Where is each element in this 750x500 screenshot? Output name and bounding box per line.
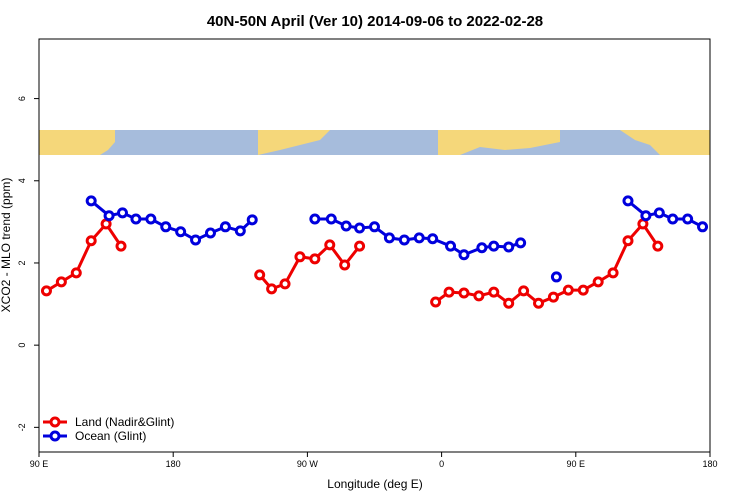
- x-tick-label: 180: [166, 459, 181, 469]
- x-tick-label: 180: [702, 459, 717, 469]
- data-point: [130, 213, 142, 225]
- data-point: [246, 214, 258, 226]
- data-point: [234, 225, 246, 237]
- map-strip: [39, 130, 710, 155]
- data-point: [592, 276, 604, 288]
- legend-label: Ocean (Glint): [75, 429, 146, 443]
- data-point: [309, 253, 321, 265]
- data-point: [533, 297, 545, 309]
- legend-label: Land (Nadir&Glint): [75, 415, 174, 429]
- data-point: [443, 286, 455, 298]
- data-point: [640, 210, 652, 222]
- data-point: [547, 291, 559, 303]
- x-axis-label: Longitude (deg E): [327, 477, 422, 491]
- data-point: [398, 234, 410, 246]
- data-point: [40, 285, 52, 297]
- data-point: [266, 283, 278, 295]
- data-point: [117, 207, 129, 219]
- data-point: [254, 269, 266, 281]
- data-point: [503, 297, 515, 309]
- data-point: [607, 267, 619, 279]
- data-point: [325, 213, 337, 225]
- data-point: [70, 267, 82, 279]
- data-point: [115, 240, 127, 252]
- data-point: [488, 240, 500, 252]
- data-point: [518, 285, 530, 297]
- data-point: [309, 213, 321, 225]
- data-point: [653, 207, 665, 219]
- y-axis-label: XCO2 - MLO trend (ppm): [0, 178, 13, 313]
- y-tick-label: 2: [17, 260, 27, 265]
- x-tick-label: 0: [439, 459, 444, 469]
- data-point: [473, 290, 485, 302]
- data-point: [85, 235, 97, 247]
- data-point: [476, 242, 488, 254]
- data-point: [577, 284, 589, 296]
- data-point: [445, 240, 457, 252]
- y-tick-label: -2: [17, 423, 27, 431]
- data-point: [294, 251, 306, 263]
- data-point: [458, 287, 470, 299]
- data-point: [458, 249, 470, 261]
- data-point: [667, 213, 679, 225]
- data-point: [369, 221, 380, 233]
- plot-frame: [38, 38, 711, 453]
- data-point: [340, 220, 352, 232]
- data-point: [562, 284, 574, 296]
- data-point: [354, 222, 366, 234]
- data-point: [682, 213, 694, 225]
- data-point: [697, 221, 709, 233]
- data-point: [175, 226, 187, 238]
- data-point: [427, 233, 439, 245]
- data-point: [103, 210, 115, 222]
- data-point: [190, 234, 202, 246]
- data-point: [383, 232, 395, 244]
- map-ocean: [39, 130, 710, 155]
- data-point: [652, 240, 664, 252]
- data-point: [55, 276, 67, 288]
- map-land: [39, 130, 710, 155]
- y-tick-label: 6: [17, 96, 27, 101]
- data-point: [160, 221, 172, 233]
- y-tick-label: 0: [17, 343, 27, 348]
- data-point: [488, 286, 500, 298]
- x-tick-label: 90 E: [567, 459, 586, 469]
- data-point: [515, 237, 527, 249]
- data-point: [324, 239, 336, 251]
- legend-marker: [49, 430, 61, 442]
- data-point: [339, 259, 351, 271]
- data-point: [219, 221, 231, 233]
- y-tick-label: 4: [17, 178, 27, 183]
- x-tick-label: 90 W: [297, 459, 319, 469]
- data-point: [622, 195, 634, 207]
- data-point: [85, 195, 97, 207]
- data-point: [145, 213, 157, 225]
- data-point: [204, 227, 216, 239]
- data-point: [354, 240, 366, 252]
- data-point: [503, 241, 515, 253]
- data-point: [430, 296, 442, 308]
- chart-title: 40N-50N April (Ver 10) 2014-09-06 to 202…: [207, 13, 543, 30]
- data-point: [622, 235, 634, 247]
- data-point: [550, 271, 562, 283]
- legend-marker: [49, 416, 61, 428]
- data-point: [279, 278, 291, 290]
- x-tick-label: 90 E: [30, 459, 49, 469]
- data-point: [413, 232, 425, 244]
